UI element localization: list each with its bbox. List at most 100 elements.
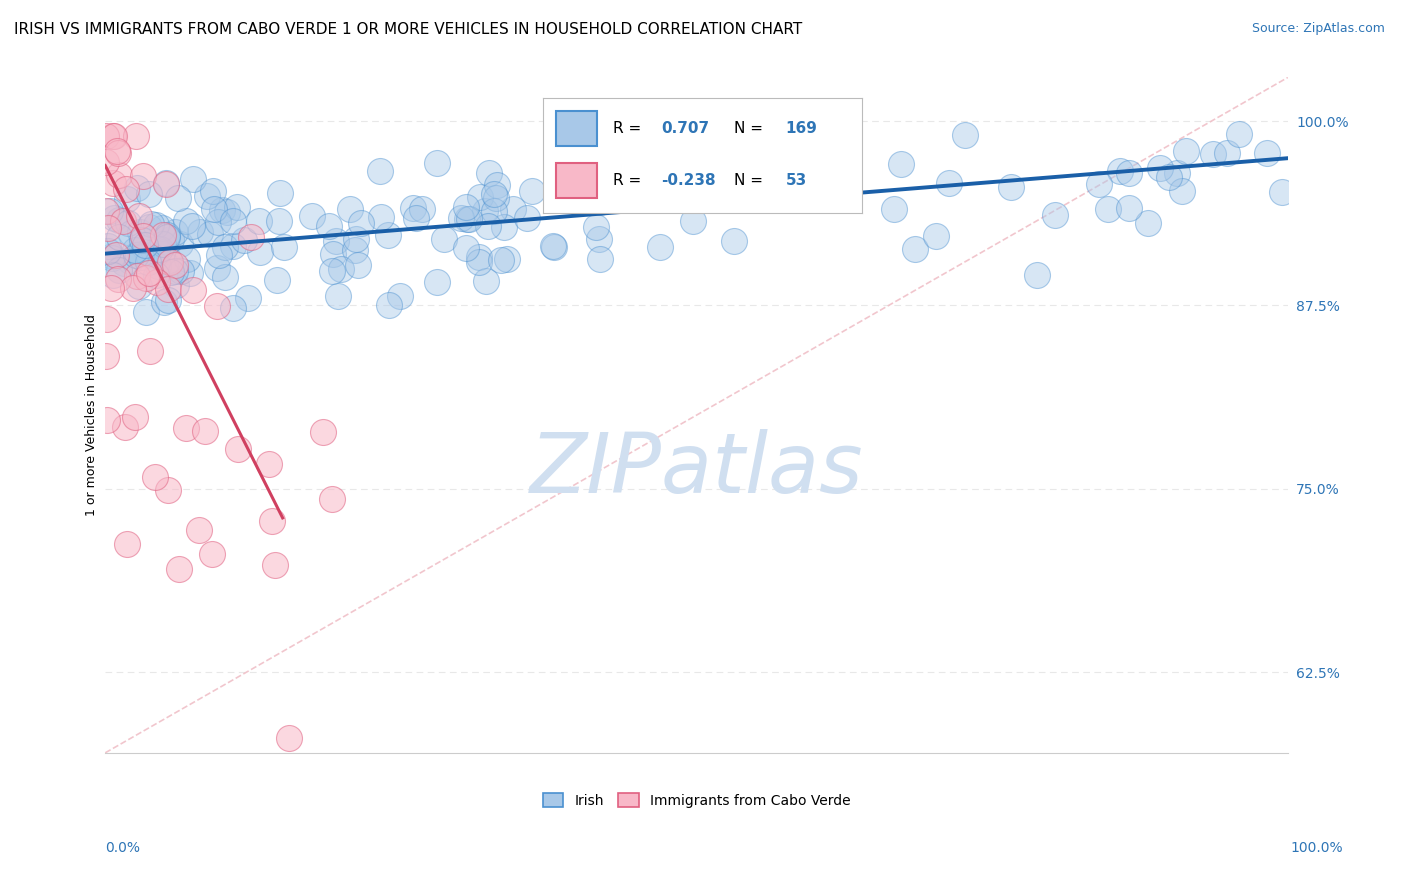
Point — [165, 277, 187, 292]
Point — [1118, 166, 1140, 180]
Point — [350, 216, 373, 230]
Point — [312, 425, 335, 440]
Point — [208, 247, 231, 261]
Point — [174, 421, 197, 435]
Point — [107, 262, 129, 277]
Point — [411, 202, 433, 216]
Point — [159, 265, 181, 279]
Point — [132, 228, 155, 243]
Point — [207, 260, 229, 275]
Point — [157, 252, 180, 267]
Point — [402, 201, 425, 215]
Point — [368, 163, 391, 178]
Point — [124, 409, 146, 424]
Point — [748, 188, 770, 202]
Point — [457, 212, 479, 227]
Point — [145, 219, 167, 233]
Point — [585, 220, 607, 235]
Point — [156, 230, 179, 244]
Point — [377, 227, 399, 242]
Point — [156, 228, 179, 243]
Point — [904, 242, 927, 256]
Point — [214, 240, 236, 254]
Point — [1087, 177, 1109, 191]
Point — [239, 230, 262, 244]
Point — [96, 349, 118, 363]
Point — [456, 212, 478, 227]
Point — [520, 184, 543, 198]
Point — [115, 182, 138, 196]
Point — [682, 214, 704, 228]
Point — [883, 202, 905, 216]
Point — [648, 240, 671, 254]
Point — [572, 189, 595, 203]
Point — [634, 193, 657, 207]
Point — [482, 203, 505, 218]
Point — [486, 178, 509, 192]
Point — [347, 258, 370, 272]
Point — [107, 145, 129, 160]
Point — [723, 234, 745, 248]
Point — [388, 289, 411, 303]
Point — [96, 154, 118, 169]
Point — [260, 514, 283, 528]
Point — [516, 211, 538, 226]
Point — [129, 225, 152, 239]
Point — [426, 275, 449, 289]
Point — [167, 562, 190, 576]
Point — [143, 470, 166, 484]
Point — [153, 294, 176, 309]
Point — [138, 255, 160, 269]
Point — [378, 298, 401, 312]
Point — [139, 217, 162, 231]
Point — [179, 266, 201, 280]
Point — [456, 241, 478, 255]
Point — [128, 209, 150, 223]
Point — [97, 244, 120, 259]
Point — [890, 157, 912, 171]
Point — [468, 255, 491, 269]
Point — [107, 272, 129, 286]
Point — [107, 213, 129, 227]
Point — [156, 281, 179, 295]
Point — [108, 169, 131, 183]
Point — [485, 191, 508, 205]
Point — [155, 176, 177, 190]
Point — [101, 176, 124, 190]
Point — [96, 311, 118, 326]
Point — [125, 248, 148, 262]
Point — [124, 243, 146, 257]
Point — [1171, 184, 1194, 198]
Point — [612, 189, 634, 203]
Point — [157, 293, 180, 307]
Point — [103, 129, 125, 144]
Point — [1166, 165, 1188, 179]
Point — [181, 219, 204, 233]
Point — [200, 547, 222, 561]
Point — [118, 254, 141, 268]
Point — [938, 176, 960, 190]
Text: 0.0%: 0.0% — [105, 841, 141, 855]
Point — [181, 172, 204, 186]
Point — [1097, 202, 1119, 216]
Text: ZIPatlas: ZIPatlas — [530, 429, 863, 509]
Point — [259, 458, 281, 472]
Point — [165, 264, 187, 278]
Point — [1045, 208, 1067, 222]
Point — [128, 279, 150, 293]
Point — [496, 252, 519, 266]
Point — [215, 205, 238, 219]
Point — [226, 442, 249, 456]
Point — [169, 237, 191, 252]
Point — [370, 211, 392, 225]
Point — [160, 232, 183, 246]
Point — [117, 216, 139, 230]
Point — [482, 187, 505, 202]
Legend: Irish, Immigrants from Cabo Verde: Irish, Immigrants from Cabo Verde — [537, 788, 856, 814]
Point — [489, 253, 512, 268]
Point — [201, 185, 224, 199]
Point — [146, 242, 169, 256]
Point — [330, 261, 353, 276]
Point — [450, 211, 472, 225]
Point — [207, 214, 229, 228]
